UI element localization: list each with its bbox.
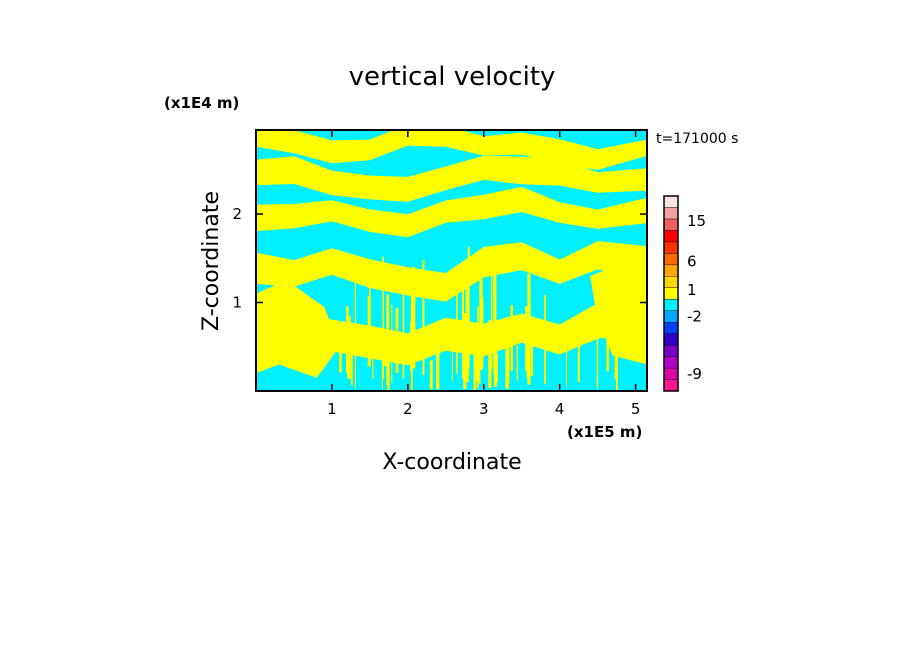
colorbar-swatch	[663, 321, 679, 334]
colorbar-label: 1	[687, 281, 697, 299]
colorbar-swatch	[663, 379, 679, 392]
field-streak	[391, 304, 393, 383]
colorbar-swatch	[663, 241, 679, 254]
field-streak	[382, 256, 384, 380]
x-tick-label: 3	[479, 400, 489, 418]
field-streak	[429, 360, 433, 390]
field-streak	[577, 338, 580, 382]
colorbar-swatch	[663, 276, 679, 288]
field-streak	[614, 321, 617, 380]
colorbar: -9 -2 1 6 15	[663, 195, 706, 392]
field-band-2	[256, 186, 647, 238]
field-streak	[596, 306, 599, 389]
field-streak	[354, 276, 356, 389]
x-unit-label: (x1E5 m)	[567, 423, 642, 441]
colorbar-swatch	[663, 264, 679, 277]
field-band-1	[256, 155, 647, 202]
colorbar-label: -9	[687, 365, 702, 383]
field-streak	[488, 320, 492, 388]
field-streak	[372, 330, 374, 379]
field-streak	[412, 267, 416, 369]
field-streak	[475, 329, 478, 381]
y-unit-label: (x1E4 m)	[164, 94, 239, 112]
colorbar-swatch	[663, 356, 679, 369]
field-region-right	[590, 253, 647, 365]
field-streak	[505, 319, 509, 389]
field-streak	[491, 261, 493, 369]
field-streak	[369, 263, 371, 368]
colorbar-swatch	[663, 253, 679, 266]
field-streak	[339, 330, 342, 373]
field-streak	[386, 294, 390, 385]
field-streak	[347, 316, 351, 379]
colorbar-swatch	[663, 344, 679, 357]
colorbar-swatch	[663, 195, 679, 208]
colorbar-swatch	[663, 310, 679, 323]
field-streak	[510, 305, 514, 371]
y-tick-label: 2	[232, 205, 242, 223]
x-tick-label: 1	[327, 400, 337, 418]
field-band-4	[256, 297, 647, 366]
field-streak	[566, 346, 567, 387]
field-streak	[381, 358, 383, 389]
field-streak	[384, 334, 388, 367]
field-streak	[467, 286, 469, 368]
colorbar-label: -2	[687, 307, 702, 325]
colorbar-swatch	[663, 367, 679, 380]
x-tick-label: 2	[403, 400, 413, 418]
field-streak	[410, 321, 412, 372]
colorbar-label: 15	[687, 212, 706, 230]
plot-area	[255, 129, 648, 392]
colorbar-label: 6	[687, 252, 697, 270]
field-streak	[544, 295, 547, 384]
plot-frame	[255, 129, 648, 392]
field-streak	[530, 334, 534, 377]
field-streak	[410, 271, 413, 391]
field-region-left	[256, 280, 340, 378]
field-streak	[525, 306, 529, 371]
y-axis: 12	[232, 205, 647, 312]
field-streak	[516, 345, 518, 381]
field-band-3	[256, 241, 647, 302]
colorbar-swatch	[663, 287, 679, 300]
field-streak	[451, 332, 453, 381]
field-streak	[350, 323, 353, 385]
x-axis: 1 2 3 4 5	[327, 130, 640, 418]
field-streak	[456, 293, 458, 374]
x-tick-label: 4	[555, 400, 565, 418]
field-streak	[527, 331, 529, 373]
colorbar-swatch	[663, 230, 679, 243]
field-streak	[436, 328, 440, 389]
colorbar-swatch	[663, 299, 679, 311]
colorbar-swatch	[663, 333, 679, 346]
field-streak	[496, 353, 498, 383]
y-tick-label: 1	[232, 294, 242, 312]
field-streak	[462, 331, 465, 366]
field-streak	[616, 313, 618, 391]
colorbar-frame	[663, 195, 679, 392]
field-streak	[367, 295, 370, 366]
field-streak	[477, 306, 479, 388]
field-streak	[395, 308, 399, 373]
field-streak	[606, 260, 609, 372]
field-streak	[527, 291, 531, 367]
colorbar-swatch	[663, 218, 679, 231]
field-streak	[493, 251, 497, 375]
x-tick-label: 5	[631, 400, 641, 418]
time-label: t=171000 s	[656, 131, 738, 147]
field-streak	[422, 260, 425, 376]
x-axis-label: X-coordinate	[382, 450, 521, 475]
colorbar-swatch	[663, 207, 679, 220]
field-streak	[467, 246, 470, 368]
y-axis-label: Z-coordinate	[199, 191, 224, 331]
chart-title: vertical velocity	[349, 62, 556, 92]
field-streak	[480, 297, 484, 368]
field-layer	[256, 130, 647, 391]
field-streak	[473, 323, 477, 391]
field-streak	[402, 265, 405, 379]
